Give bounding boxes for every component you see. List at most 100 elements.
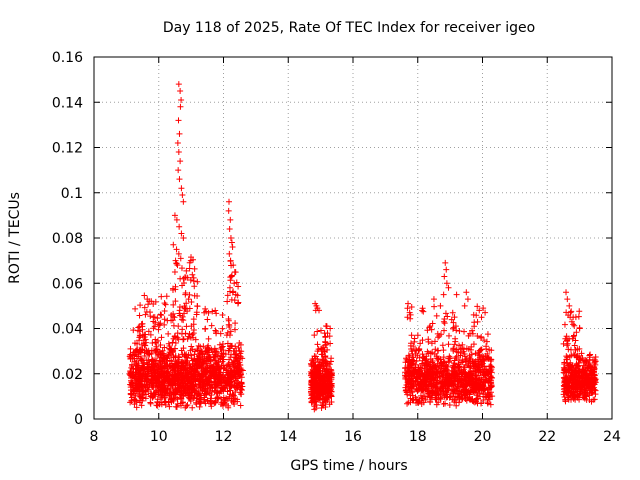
data-point: [226, 393, 233, 400]
data-point: [427, 350, 434, 357]
data-point: [231, 373, 238, 380]
data-point: [136, 393, 143, 400]
data-point: [154, 398, 161, 405]
data-point: [190, 371, 197, 378]
data-point: [188, 379, 195, 386]
data-point: [158, 381, 165, 388]
data-point: [203, 369, 210, 376]
data-point: [188, 343, 195, 350]
data-point: [149, 380, 156, 387]
data-point: [208, 346, 215, 353]
data-point: [320, 389, 327, 396]
data-point: [200, 361, 207, 368]
data-point: [195, 371, 202, 378]
data-point: [185, 373, 192, 380]
data-point: [440, 347, 447, 354]
data-point: [218, 363, 225, 370]
data-point: [147, 399, 154, 406]
data-point: [174, 400, 181, 407]
data-point: [484, 400, 491, 407]
data-point: [487, 383, 494, 390]
data-point: [311, 371, 318, 378]
data-point: [328, 355, 335, 362]
data-point: [200, 396, 207, 403]
data-point: [472, 362, 479, 369]
data-point: [133, 404, 140, 411]
data-point: [213, 348, 220, 355]
data-point: [148, 372, 155, 379]
data-point: [311, 353, 318, 360]
data-point: [176, 354, 183, 361]
data-point: [213, 382, 220, 389]
data-point: [192, 367, 199, 374]
data-point: [409, 350, 416, 357]
data-point: [200, 343, 207, 350]
data-point: [321, 396, 328, 403]
data-point: [474, 381, 481, 388]
data-point: [463, 356, 470, 363]
data-point: [427, 369, 434, 376]
data-point: [415, 399, 422, 406]
data-point: [440, 360, 447, 367]
data-point: [462, 396, 469, 403]
data-point: [128, 390, 135, 397]
data-point: [421, 393, 428, 400]
data-point: [148, 392, 155, 399]
data-point: [162, 356, 169, 363]
data-point: [183, 351, 190, 358]
data-point: [174, 359, 181, 366]
data-point: [308, 378, 315, 385]
data-point: [197, 399, 204, 406]
chart-title: Day 118 of 2025, Rate Of TEC Index for r…: [163, 20, 535, 36]
y-tick-label: 0.04: [52, 322, 83, 338]
data-point: [159, 391, 166, 398]
data-point: [429, 358, 436, 365]
data-point: [224, 388, 231, 395]
data-point: [215, 353, 222, 360]
y-tick-label: 0.1: [61, 186, 83, 202]
data-point: [234, 396, 241, 403]
data-point: [231, 357, 238, 364]
data-point: [239, 367, 246, 374]
data-point: [194, 346, 201, 353]
data-point: [168, 395, 175, 402]
data-points: [126, 81, 599, 413]
data-point: [131, 351, 138, 358]
data-point: [165, 372, 172, 379]
data-point: [316, 383, 323, 390]
data-point: [138, 384, 145, 391]
data-point: [191, 389, 198, 396]
data-point: [145, 366, 152, 373]
data-point: [191, 351, 198, 358]
data-point: [312, 405, 319, 412]
data-point: [308, 392, 315, 399]
data-point: [226, 372, 233, 379]
data-point: [472, 350, 479, 357]
data-point: [236, 359, 243, 366]
data-point: [140, 360, 147, 367]
data-point: [441, 393, 448, 400]
data-point: [158, 354, 165, 361]
data-point: [430, 377, 437, 384]
data-point: [406, 364, 413, 371]
data-point: [215, 370, 222, 377]
data-point: [318, 373, 325, 380]
data-point: [472, 360, 479, 367]
data-point: [202, 357, 209, 364]
data-point: [404, 388, 411, 395]
data-point: [128, 394, 135, 401]
data-point: [198, 392, 205, 399]
data-point: [488, 377, 495, 384]
data-point: [406, 377, 413, 384]
data-point: [193, 395, 200, 402]
data-point: [177, 391, 184, 398]
data-point: [202, 348, 209, 355]
data-point: [466, 358, 473, 365]
data-point: [182, 352, 189, 359]
grid-lines: [94, 57, 612, 419]
data-point: [191, 356, 198, 363]
data-point: [229, 361, 236, 368]
data-point: [432, 392, 439, 399]
